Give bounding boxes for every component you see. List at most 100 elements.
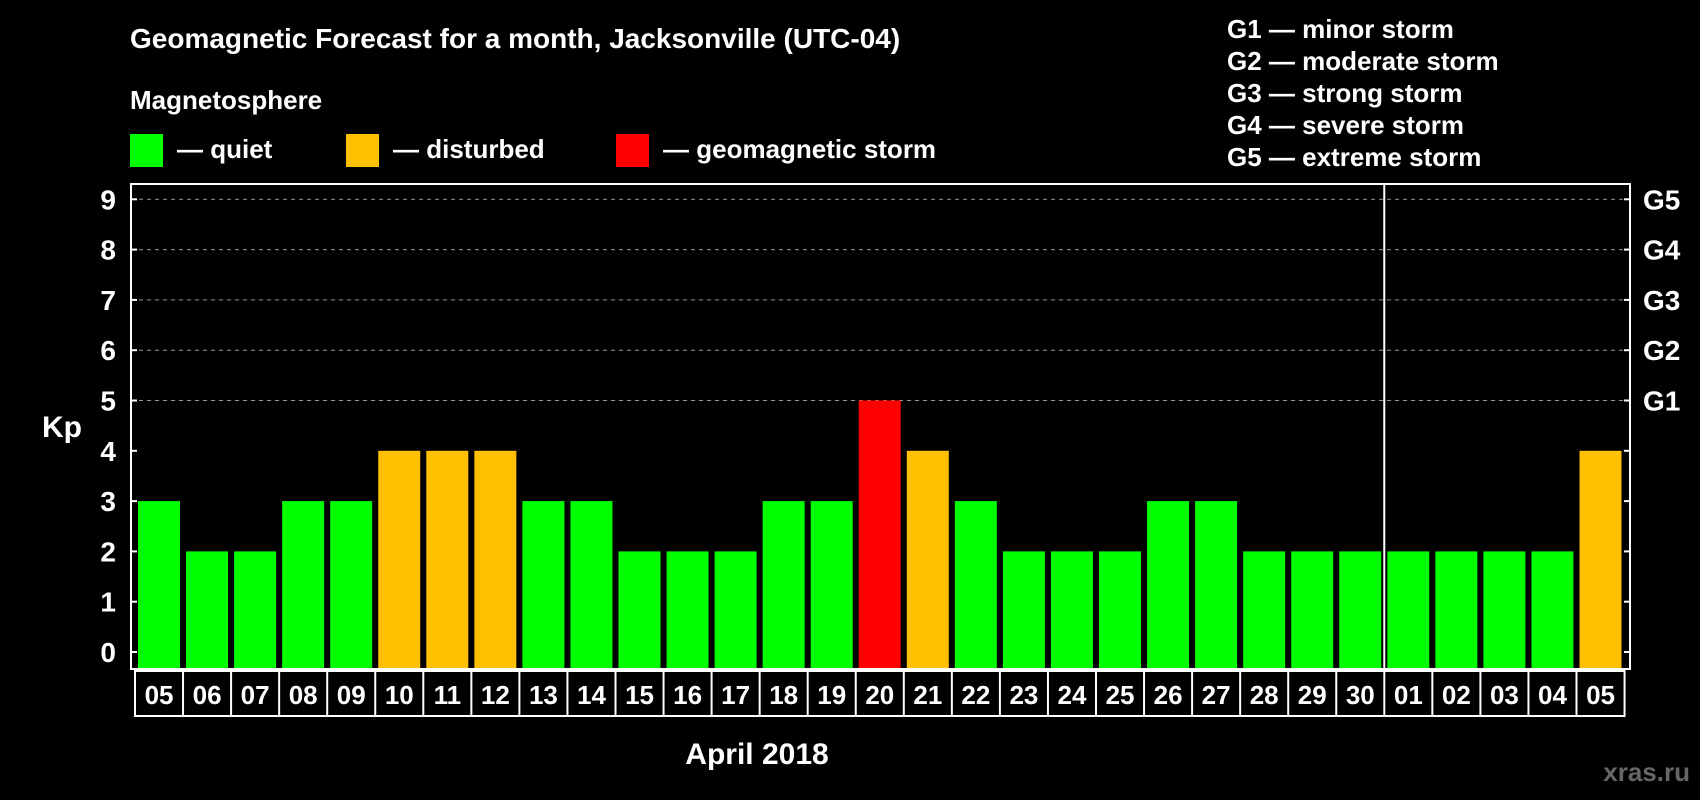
y-tick-label: 4 [100,436,116,467]
bar [426,450,469,668]
bar [1435,551,1478,668]
legend-label: — geomagnetic storm [663,134,936,164]
y-tick-label: 2 [100,536,116,567]
y-tick-label: 8 [100,235,116,266]
storm-level-label: G2 [1643,335,1680,366]
storm-scale-item: G2 — moderate storm [1227,46,1499,76]
bar [1339,551,1382,668]
x-axis-label: April 2018 [685,738,828,771]
bar [810,501,853,668]
y-tick-label: 5 [100,386,116,417]
bar [474,450,517,668]
y-axis: 0 1 2 3 4 5 6 7 8 9 [100,184,137,668]
section-label: Magnetosphere [130,85,322,115]
bar [906,450,949,668]
gridlines [131,198,1630,401]
x-tick-label: 21 [913,680,942,710]
bar [330,501,373,668]
x-tick-label: 07 [241,680,270,710]
x-label-frame [134,670,1626,717]
bar [1483,551,1526,668]
bar [234,551,277,668]
bar [522,501,565,668]
bars [138,400,1622,668]
y-tick-label: 9 [100,184,116,215]
storm-level-label: G5 [1643,184,1680,215]
x-tick-label: 02 [1442,680,1471,710]
bar [282,501,325,668]
x-tick-label: 16 [673,680,702,710]
storm-level-label: G3 [1643,285,1680,316]
legend-label: — quiet [177,134,273,164]
storm-level-label: G4 [1643,235,1681,266]
x-tick-label: 10 [385,680,414,710]
chart-title: Geomagnetic Forecast for a month, Jackso… [130,23,900,54]
legend-swatch [616,134,649,167]
bar [1002,551,1045,668]
x-tick-label: 22 [961,680,990,710]
x-tick-label: 04 [1538,680,1567,710]
right-axis: G1 G2 G3 G4 G5 [1624,184,1681,653]
x-tick-label: 05 [1586,680,1615,710]
storm-scale-item: G4 — severe storm [1227,110,1464,140]
bar [1387,551,1430,668]
storm-scale-item: G1 — minor storm [1227,14,1454,44]
legend: — quiet — disturbed — geomagnetic storm [130,134,936,167]
x-tick-label: 19 [817,680,846,710]
legend-swatch [346,134,379,167]
x-tick-label: 08 [289,680,318,710]
x-tick-label: 29 [1298,680,1327,710]
x-tick-label: 05 [145,680,174,710]
y-tick-label: 3 [100,486,116,517]
bar [1195,501,1238,668]
x-tick-label: 23 [1009,680,1038,710]
x-tick-label: 27 [1202,680,1231,710]
bar [1050,551,1093,668]
legend-swatch [130,134,163,167]
y-tick-label: 6 [100,335,116,366]
x-tick-label: 30 [1346,680,1375,710]
bar [858,400,901,668]
bar [1579,450,1622,668]
x-tick-label: 20 [865,680,894,710]
bar [1099,551,1141,668]
x-tick-label: 25 [1106,680,1135,710]
x-tick-label: 09 [337,680,366,710]
watermark: xras.ru [1603,757,1690,787]
x-tick-label: 15 [625,680,654,710]
bar [570,501,613,668]
storm-scale-item: G3 — strong storm [1227,78,1462,108]
x-tick-label: 17 [721,680,750,710]
x-tick-label: 11 [434,680,462,710]
y-tick-label: 0 [100,637,116,668]
bar [714,551,757,668]
y-tick-label: 1 [100,587,116,618]
y-tick-label: 7 [100,285,116,316]
storm-scale-item: G5 — extreme storm [1227,142,1481,172]
x-tick-label: 18 [769,680,798,710]
legend-label: — disturbed [393,134,545,164]
x-axis: 05 06 07 08 09 10 11 12 13 14 15 16 17 18 19 20 21 22 23 24… [134,670,1626,717]
bar [1291,551,1334,668]
x-tick-label: 28 [1250,680,1279,710]
bar [618,551,661,668]
x-tick-label: 12 [481,680,510,710]
x-tick-label: 06 [193,680,222,710]
bar [1531,551,1574,668]
x-tick-label: 13 [529,680,558,710]
bar [186,551,229,668]
x-tick-label: 26 [1154,680,1183,710]
plot-frame [130,183,1631,670]
bar [1147,501,1190,668]
storm-level-label: G1 [1643,386,1680,417]
bar [666,551,709,668]
x-tick-label: 24 [1058,680,1087,710]
bar [762,501,805,668]
x-tick-label: 14 [577,680,606,710]
bar [954,501,997,668]
bar [1243,551,1286,668]
bar [378,450,421,668]
bar [138,501,180,668]
